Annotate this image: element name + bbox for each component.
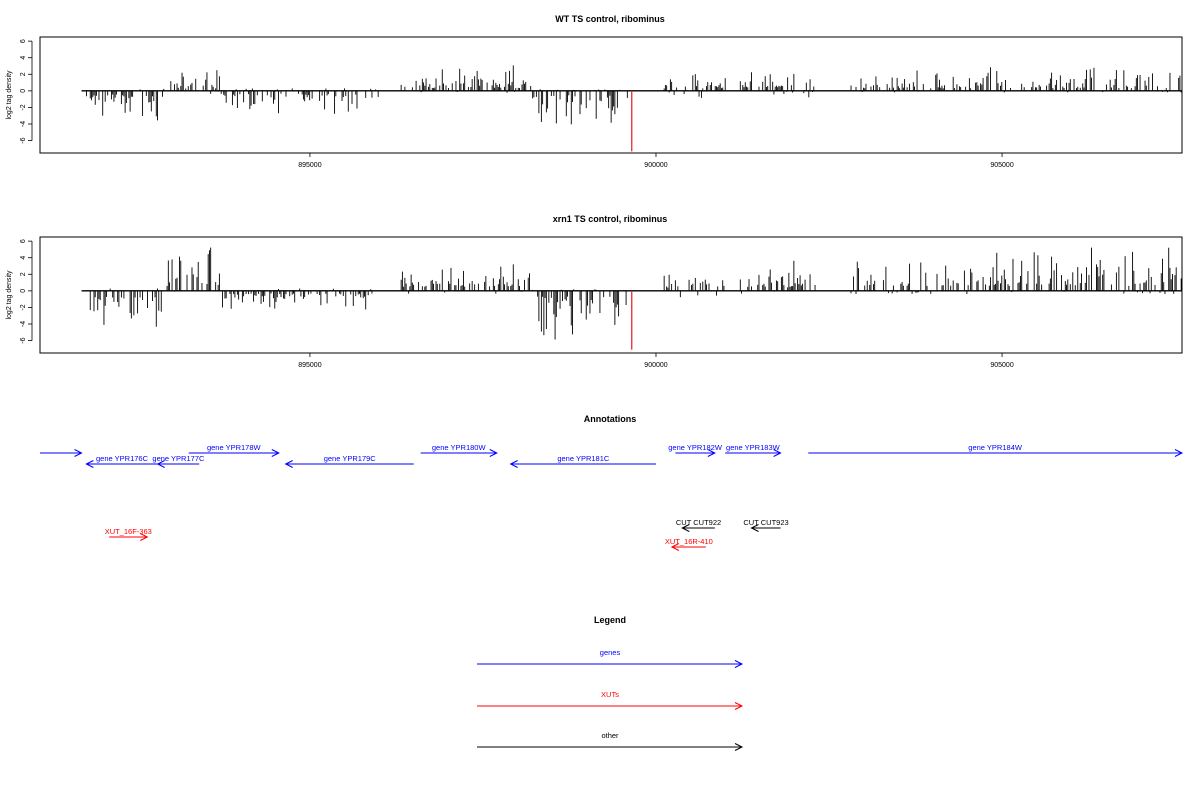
xrn1-y-tick-label: -2 (20, 304, 27, 310)
wt-signal-segment (532, 89, 628, 125)
wt-y-tick-label: 2 (20, 72, 27, 76)
legend-items: genes XUTs other (477, 648, 744, 751)
xrn1-signal-segment (166, 247, 220, 292)
wt-y-axis: -6 -4 -2 0 2 4 6 (20, 39, 33, 144)
annotations-title: Annotations (584, 414, 637, 424)
xrn1-y-tick-label: 6 (20, 239, 27, 243)
annotation-label: gene YPR176C (96, 454, 149, 463)
legend-arrow-other (477, 743, 744, 751)
xrn1-y-axis: -6 -4 -2 0 2 4 6 (20, 239, 33, 344)
wt-signal-segment (170, 70, 220, 94)
annotation-arrow-xuts (109, 533, 149, 541)
annotation-arrow-genes (675, 449, 716, 457)
annotation-arrow-genes (808, 449, 1184, 457)
wt-signal-bars (81, 65, 1182, 152)
annotation-arrow-xuts (670, 543, 706, 551)
wt-x-tick-label: 900000 (644, 162, 667, 169)
annotation-arrow-genes (420, 449, 498, 457)
annotation-label: gene YPR181C (557, 454, 610, 463)
annotation-label: gene YPR184W (968, 443, 1023, 452)
xrn1-track-title: xrn1 TS control, ribominus (553, 214, 668, 224)
wt-y-tick-label: 0 (20, 89, 27, 93)
wt-y-tick-label: -4 (20, 121, 27, 127)
wt-plot-frame (39, 36, 1183, 154)
xrn1-signal-segment (663, 274, 725, 298)
wt-signal-segment (400, 65, 532, 93)
xrn1-y-tick-label: 0 (20, 289, 27, 293)
annotation-label: gene YPR183W (726, 443, 781, 452)
wt-signal-segment (739, 72, 815, 98)
annotation-label: gene YPR177C (152, 454, 205, 463)
wt-y-tick-label: 4 (20, 56, 27, 60)
legend-title: Legend (594, 615, 626, 625)
legend: Legend genes XUTs other (477, 615, 744, 751)
legend-arrow-genes (477, 660, 744, 668)
annotation-label: gene YPR182W (668, 443, 723, 452)
legend-arrow-xuts (477, 702, 744, 710)
wt-signal-segment (663, 74, 726, 98)
annotation-arrow-genes (40, 449, 83, 457)
wt-track-panel: WT TS control, ribominus log2 tag densit… (6, 14, 1183, 169)
xrn1-signal-segment (739, 260, 816, 294)
xrn1-x-tick-label: 900000 (644, 362, 667, 369)
xrn1-y-tick-label: -4 (20, 321, 27, 327)
annotation-arrow-other (681, 524, 715, 532)
wt-signal-segment (220, 88, 379, 114)
wt-y-axis-label: log2 tag density (6, 70, 13, 120)
wt-signal-segment (86, 88, 165, 121)
legend-label-genes: genes (600, 648, 621, 657)
annotation-label: gene YPR180W (432, 443, 487, 452)
annotation-arrow-other (750, 524, 781, 532)
wt-y-tick-label: 6 (20, 39, 27, 43)
wt-x-axis: 895000 900000 905000 (298, 153, 1014, 169)
xrn1-signal-segment (89, 288, 162, 327)
annotation-arrow-genes (725, 449, 782, 457)
annotation-label: CUT CUT922 (676, 518, 721, 527)
annotation-label: XUT_16F-363 (105, 527, 152, 536)
xrn1-y-tick-label: -6 (20, 337, 27, 343)
legend-label-xuts: XUTs (601, 690, 619, 699)
xrn1-y-tick-label: 4 (20, 256, 27, 260)
xrn1-signal-segment (850, 247, 1182, 295)
xrn1-x-tick-label: 895000 (298, 362, 321, 369)
legend-label-other: other (601, 731, 619, 740)
xrn1-plot-frame (39, 236, 1183, 354)
wt-x-tick-label: 895000 (298, 162, 321, 169)
wt-signal-segment (850, 67, 1182, 93)
xrn1-x-tick-label: 905000 (990, 362, 1013, 369)
xrn1-signal-bars (81, 247, 1182, 350)
xrn1-y-tick-label: 2 (20, 272, 27, 276)
wt-y-tick-label: -2 (20, 104, 27, 110)
xrn1-y-axis-label: log2 tag density (6, 270, 13, 320)
annotation-track: Annotations gene YPR176C gene YPR177Cgene… (40, 414, 1184, 551)
annotation-arrow-genes (188, 449, 280, 457)
annotation-label: gene YPR179C (324, 454, 377, 463)
annotation-arrow-genes (85, 460, 158, 468)
annotation-label: CUT CUT923 (743, 518, 788, 527)
wt-x-tick-label: 905000 (990, 162, 1013, 169)
wt-y-tick-label: -6 (20, 137, 27, 143)
annotation-label: XUT_16R-410 (665, 537, 713, 546)
xrn1-signal-segment (400, 264, 530, 294)
annotation-arrow-genes (156, 460, 200, 468)
xrn1-signal-segment (532, 289, 627, 340)
wt-track-title: WT TS control, ribominus (555, 14, 665, 24)
annotation-arrow-genes (509, 460, 656, 468)
xrn1-track-panel: xrn1 TS control, ribominus log2 tag dens… (6, 214, 1183, 369)
annotation-label: gene YPR178W (207, 443, 262, 452)
xrn1-signal-segment (221, 288, 373, 310)
xrn1-x-axis: 895000 900000 905000 (298, 353, 1014, 369)
annotation-arrow-genes (284, 460, 414, 468)
